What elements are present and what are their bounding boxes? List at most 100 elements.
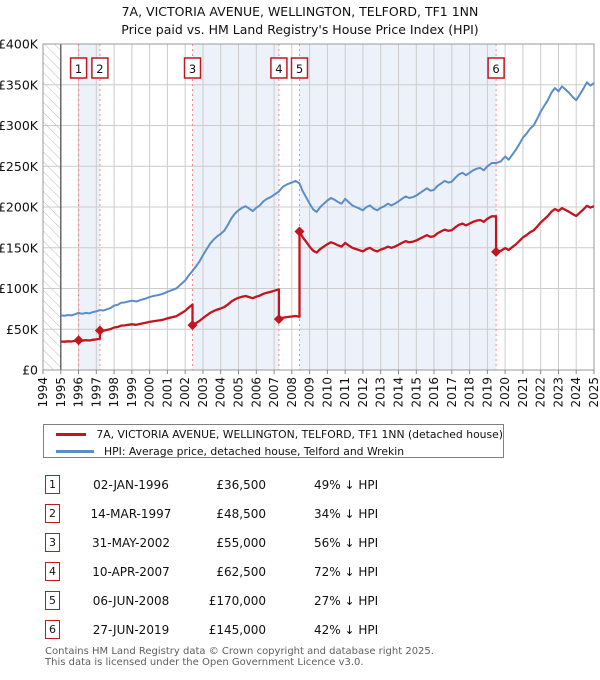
x-axis-label: 2009 [303, 377, 317, 408]
x-axis-label: 2010 [320, 377, 334, 408]
sales-history-table: 1 02-JAN-1996 £36,500 49% ↓ HPI 2 14-MAR-1997… [45, 470, 565, 644]
x-axis-label: 2005 [232, 377, 246, 408]
sale-date: 02-JAN-1996 [93, 477, 169, 492]
sale-price: £170,000 [208, 593, 266, 608]
x-axis-label: 2003 [196, 377, 210, 408]
y-axis-label: £50K [6, 322, 39, 337]
sale-number-badge: 3 [45, 533, 60, 552]
footer-licence: This data is licensed under the Open Gov… [45, 657, 364, 668]
sale-date: 10-APR-2007 [92, 564, 170, 579]
x-axis-label: 2006 [249, 377, 263, 408]
x-axis-label: 2017 [445, 377, 459, 408]
y-axis-label: £0 [22, 363, 38, 378]
sale-price: £55,000 [216, 535, 266, 550]
chart-title-address: 7A, VICTORIA AVENUE, WELLINGTON, TELFORD… [121, 4, 479, 19]
hpi-line-swatch [56, 449, 94, 453]
x-axis-label: 2015 [409, 377, 423, 408]
footer-copyright: Contains HM Land Registry data © Crown c… [45, 646, 434, 657]
sale-number-text: 3 [189, 62, 196, 76]
x-axis-ticks [42, 370, 595, 374]
x-axis-label: 2023 [552, 377, 566, 408]
legend-row-hpi: HPI: Average price, detached house, Telf… [44, 443, 503, 459]
x-axis-label: 2021 [516, 377, 530, 408]
x-axis-label: 2001 [160, 377, 174, 408]
sale-number-text: 6 [492, 62, 499, 76]
sale-number-badge: 4 [45, 562, 60, 581]
sale-number-badge: 5 [45, 591, 60, 610]
sale-vs-hpi: 34% ↓ HPI [314, 506, 379, 521]
price-hpi-chart: 1 2 3 4 5 6 £0 £50K £100K £150K £200K £250K £300K £35… [0, 37, 600, 408]
y-axis-label: £100K [0, 281, 39, 296]
sale-date: 06-JUN-2008 [92, 593, 170, 608]
legend-label-price-paid: 7A, VICTORIA AVENUE, WELLINGTON, TELFORD… [96, 427, 503, 441]
table-row: 4 10-APR-2007 £62,500 72% ↓ HPI [45, 557, 565, 586]
sale-price: £36,500 [216, 477, 266, 492]
chart-legend: 7A, VICTORIA AVENUE, WELLINGTON, TELFORD… [43, 424, 504, 458]
sale-number-box [270, 57, 288, 79]
y-axis-label: £200K [0, 200, 39, 215]
legend-label-hpi: HPI: Average price, detached house, Telf… [104, 444, 405, 458]
sale-number-box [290, 57, 309, 79]
y-axis-label: £300K [0, 118, 39, 133]
table-row: 1 02-JAN-1996 £36,500 49% ↓ HPI [45, 470, 565, 499]
x-axis-label: 2022 [534, 377, 548, 408]
sale-diamond-marker [273, 314, 284, 325]
x-axis-label: 2000 [143, 377, 157, 408]
x-axis-label: 2012 [356, 377, 370, 408]
hpi-line [60, 81, 595, 317]
table-row: 5 06-JUN-2008 £170,000 27% ↓ HPI [45, 586, 565, 615]
x-axis-label: 1996 [72, 377, 86, 408]
price-paid-line-swatch [56, 432, 87, 436]
sale-number-text: 5 [296, 62, 303, 76]
sale-number-box [91, 57, 109, 79]
sale-date: 14-MAR-1997 [90, 506, 172, 521]
x-axis-label: 2020 [498, 377, 512, 408]
table-row: 6 27-JUN-2019 £145,000 42% ↓ HPI [45, 615, 565, 644]
table-row: 3 31-MAY-2002 £55,000 56% ↓ HPI [45, 528, 565, 557]
y-axis-label: £400K [0, 37, 39, 52]
sale-price: £48,500 [216, 506, 266, 521]
sale-diamond-marker [94, 325, 105, 336]
x-axis-label: 2025 [587, 377, 600, 408]
y-axis-labels: £0 £50K £100K £150K £200K £250K £300K £350K £400… [0, 37, 39, 378]
sale-number-badge: 6 [45, 620, 60, 639]
x-axis-label: 1999 [125, 377, 139, 408]
sale-number-text: 1 [75, 62, 82, 76]
x-axis-label: 2002 [178, 377, 192, 408]
sale-markers [73, 226, 502, 346]
legend-row-price-paid: 7A, VICTORIA AVENUE, WELLINGTON, TELFORD… [44, 426, 503, 442]
sale-number-badge: 2 [45, 504, 60, 523]
y-axis-label: £350K [0, 77, 39, 92]
sale-vs-hpi: 56% ↓ HPI [314, 535, 379, 550]
chart-subtitle: Price paid vs. HM Land Registry's House … [121, 22, 479, 37]
y-axis-label: £150K [0, 240, 39, 255]
x-axis-label: 2016 [427, 377, 441, 408]
table-row: 2 14-MAR-1997 £48,500 34% ↓ HPI [45, 499, 565, 528]
x-axis-label: 2014 [392, 377, 406, 408]
sale-vs-hpi: 27% ↓ HPI [314, 593, 379, 608]
sale-price: £62,500 [216, 564, 266, 579]
x-axis-label: 2007 [267, 377, 281, 408]
sale-date: 27-JUN-2019 [92, 622, 170, 637]
sale-vs-hpi: 72% ↓ HPI [314, 564, 379, 579]
sale-number-text: 2 [96, 62, 103, 76]
sale-number-box [487, 57, 505, 79]
x-axis-label: 1997 [89, 377, 103, 408]
sale-diamond-marker [187, 320, 198, 331]
price-paid-line [60, 204, 595, 343]
sale-number-text: 4 [275, 62, 282, 76]
sale-number-badge: 1 [45, 475, 60, 494]
sale-number-box [69, 57, 88, 79]
x-axis-label: 1998 [107, 377, 121, 408]
sale-diamond-marker [294, 226, 305, 237]
sale-number-box [183, 57, 202, 79]
sale-date: 31-MAY-2002 [91, 535, 170, 550]
x-axis-labels: 1994 1995 1996 1997 1998 1999 2000 2001 2002 2003… [36, 377, 600, 408]
y-axis-label: £250K [0, 159, 39, 174]
x-axis-label: 2024 [569, 377, 583, 408]
x-axis-label: 2018 [463, 377, 477, 408]
sale-vs-hpi: 49% ↓ HPI [314, 477, 379, 492]
x-axis-label: 1994 [36, 377, 50, 408]
x-axis-label: 2019 [480, 377, 494, 408]
